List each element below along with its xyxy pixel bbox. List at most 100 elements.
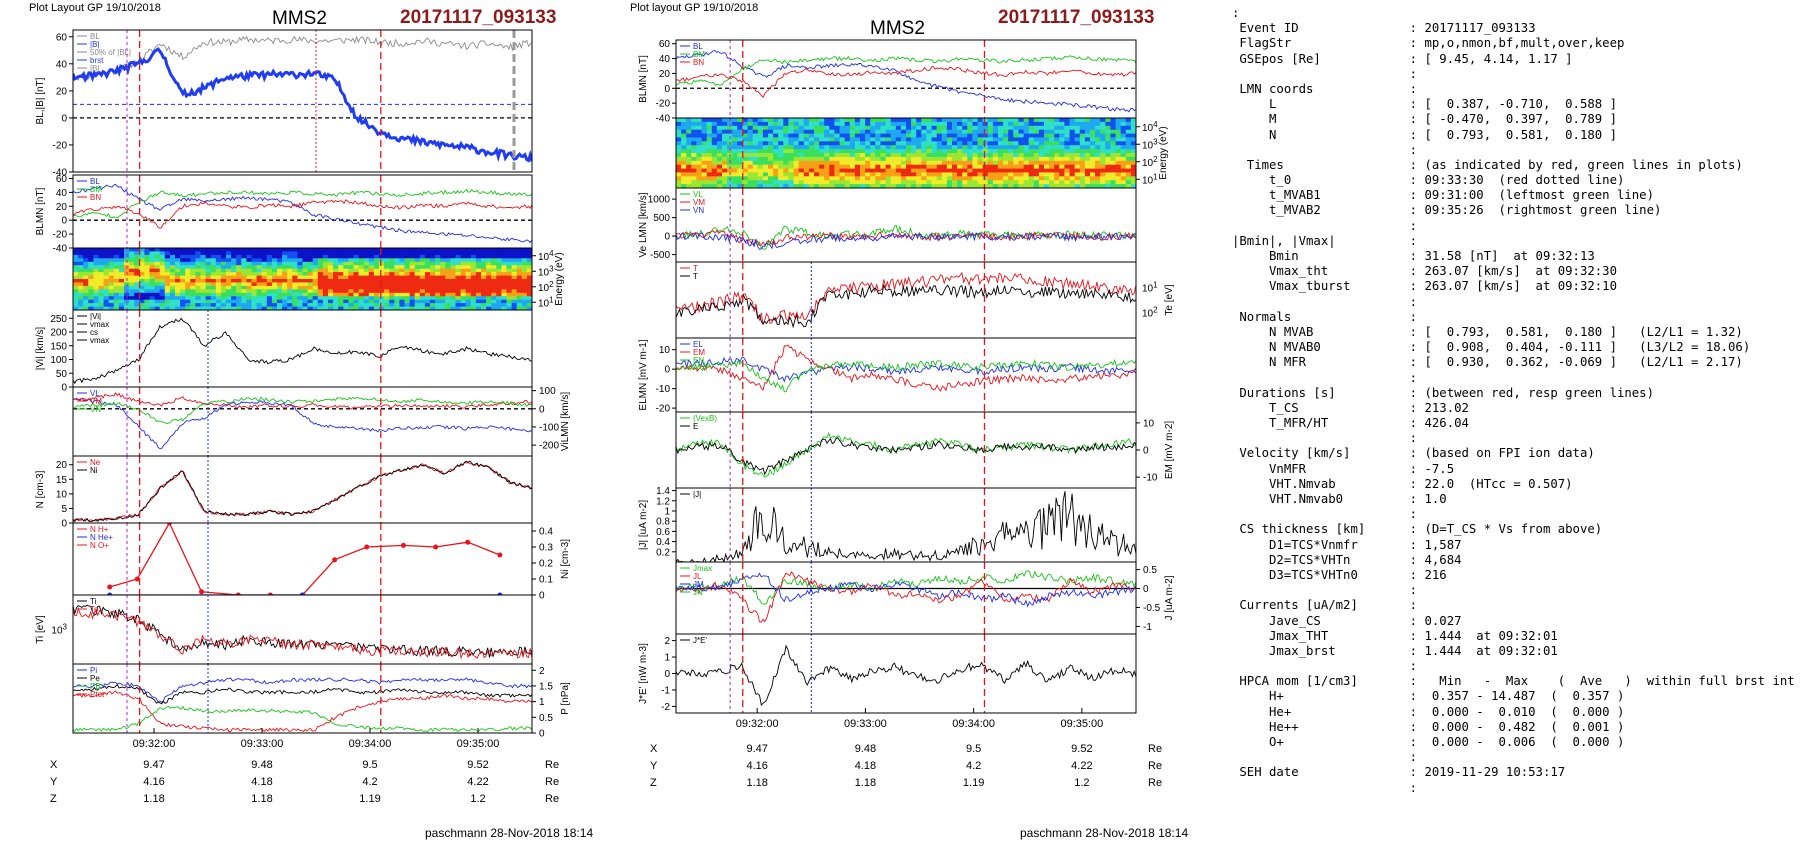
- spectrogram-cell: [373, 299, 380, 304]
- spectrogram-cell: [368, 285, 375, 290]
- spectrogram-cell: [481, 275, 487, 280]
- spectrogram-cell: [277, 282, 283, 287]
- spectrogram-cell: [98, 261, 105, 266]
- spectrogram-cell: [722, 184, 728, 188]
- spectrogram-cell: [424, 279, 431, 283]
- spectrogram-cell: [824, 164, 830, 170]
- spectrogram-cell: [277, 258, 283, 263]
- spectrogram-cell: [921, 172, 927, 177]
- spectrogram-cell: [185, 268, 191, 273]
- spectrogram-cell: [829, 172, 835, 177]
- spectrogram-cell: [251, 299, 258, 304]
- spectrogram-cell: [788, 176, 795, 181]
- spectrogram-cell: [266, 268, 273, 273]
- spectrogram-cell: [144, 275, 151, 280]
- coord-value: 4.18: [251, 776, 272, 788]
- spectrogram-cell: [190, 272, 196, 277]
- spectrogram-cell: [1033, 121, 1040, 127]
- spectrogram-cell: [681, 133, 687, 139]
- spectrogram-cell: [180, 289, 186, 294]
- spectrogram-cell: [175, 268, 181, 273]
- spectrogram-cell: [256, 279, 263, 283]
- spectrogram-cell: [711, 160, 718, 166]
- info-line: D3=TCS*VHTn0 : 216: [1232, 567, 1447, 582]
- spectrogram-cell: [98, 254, 105, 259]
- spectrogram-cell: [829, 145, 835, 150]
- spectrogram-cell: [711, 184, 718, 188]
- coord-value: 9.48: [855, 743, 876, 755]
- spectrogram-cell: [353, 261, 360, 266]
- spectrogram-cell: [368, 282, 375, 287]
- spectrogram-cell: [1018, 149, 1025, 154]
- spectrogram-cell: [430, 275, 436, 280]
- spectrogram-cell: [1054, 121, 1060, 127]
- spectrogram-cell: [368, 251, 375, 256]
- spectrogram-cell: [696, 145, 703, 150]
- spectrogram-cell: [941, 172, 948, 177]
- spectrogram-cell: [236, 258, 242, 263]
- spectrogram-cell: [1049, 141, 1055, 146]
- spectrogram-cell: [1023, 129, 1030, 135]
- spectrogram-cell: [180, 282, 186, 287]
- spectrogram-cell: [1100, 172, 1106, 177]
- spectrogram-cell: [916, 137, 922, 142]
- spectrogram-cell: [844, 118, 851, 123]
- spectrogram-cell: [526, 299, 532, 304]
- spectrogram-cell: [297, 296, 304, 301]
- spectrogram-cell: [1095, 149, 1101, 154]
- spectrogram-cell: [768, 145, 774, 150]
- spectrogram-cell: [1125, 156, 1132, 162]
- spectrogram-cell: [1130, 118, 1136, 123]
- spectrogram-cell: [967, 125, 973, 131]
- spectrogram-cell: [926, 164, 933, 170]
- spectrogram-cell: [727, 137, 733, 142]
- spectrogram-cell: [226, 254, 232, 259]
- spectrogram-cell: [348, 265, 355, 270]
- spectrogram-cell: [1084, 164, 1091, 170]
- spectrogram-cell: [1079, 149, 1086, 154]
- spectrogram-cell: [1064, 156, 1071, 162]
- spectrogram-cell: [977, 176, 984, 181]
- spectrogram-cell: [1064, 118, 1071, 123]
- spectrogram-cell: [849, 125, 856, 131]
- spectrogram-cell: [445, 296, 451, 301]
- spectrogram-cell: [180, 275, 186, 280]
- spectrogram-cell: [854, 172, 861, 177]
- spectrogram-cell: [875, 137, 881, 142]
- spectrogram-cell: [1090, 133, 1096, 139]
- spectrogram-cell: [1044, 168, 1050, 174]
- spectrogram-cell: [399, 296, 406, 301]
- spectrogram-cell: [716, 133, 723, 139]
- spectrogram-cell: [455, 289, 462, 294]
- spectrogram-cell: [952, 172, 958, 177]
- spectrogram-cell: [875, 184, 881, 188]
- spectrogram-cell: [256, 261, 263, 266]
- spectrogram-cell: [317, 303, 324, 308]
- spectrogram-cell: [895, 121, 902, 127]
- y-tick-label: 102: [1142, 155, 1158, 169]
- spectrogram-cell: [870, 164, 876, 170]
- spectrogram-cell: [399, 258, 406, 263]
- spectrogram-cell: [1059, 125, 1065, 131]
- spectrogram-cell: [231, 296, 237, 301]
- spectrogram-cell: [732, 184, 738, 188]
- spectrogram-cell: [1079, 153, 1086, 158]
- spectrogram-cell: [798, 141, 805, 146]
- spectrogram-cell: [895, 145, 902, 150]
- spectrogram-cell: [916, 129, 922, 135]
- spectrogram-cell: [220, 251, 227, 256]
- spectrogram-cell: [834, 180, 841, 185]
- spectrogram-cell: [957, 118, 963, 123]
- spectrogram-cell: [716, 164, 723, 170]
- spectrogram-cell: [450, 282, 457, 287]
- spectrogram-cell: [798, 149, 805, 154]
- spectrogram-cell: [941, 141, 948, 146]
- spectrogram-cell: [414, 268, 421, 273]
- spectrogram-cell: [936, 137, 943, 142]
- spectrogram-cell: [691, 168, 697, 174]
- spectrogram-cell: [1100, 145, 1106, 150]
- spectrogram-cell: [1038, 137, 1045, 142]
- spectrogram-cell: [180, 272, 186, 277]
- spectrogram-cell: [118, 303, 125, 308]
